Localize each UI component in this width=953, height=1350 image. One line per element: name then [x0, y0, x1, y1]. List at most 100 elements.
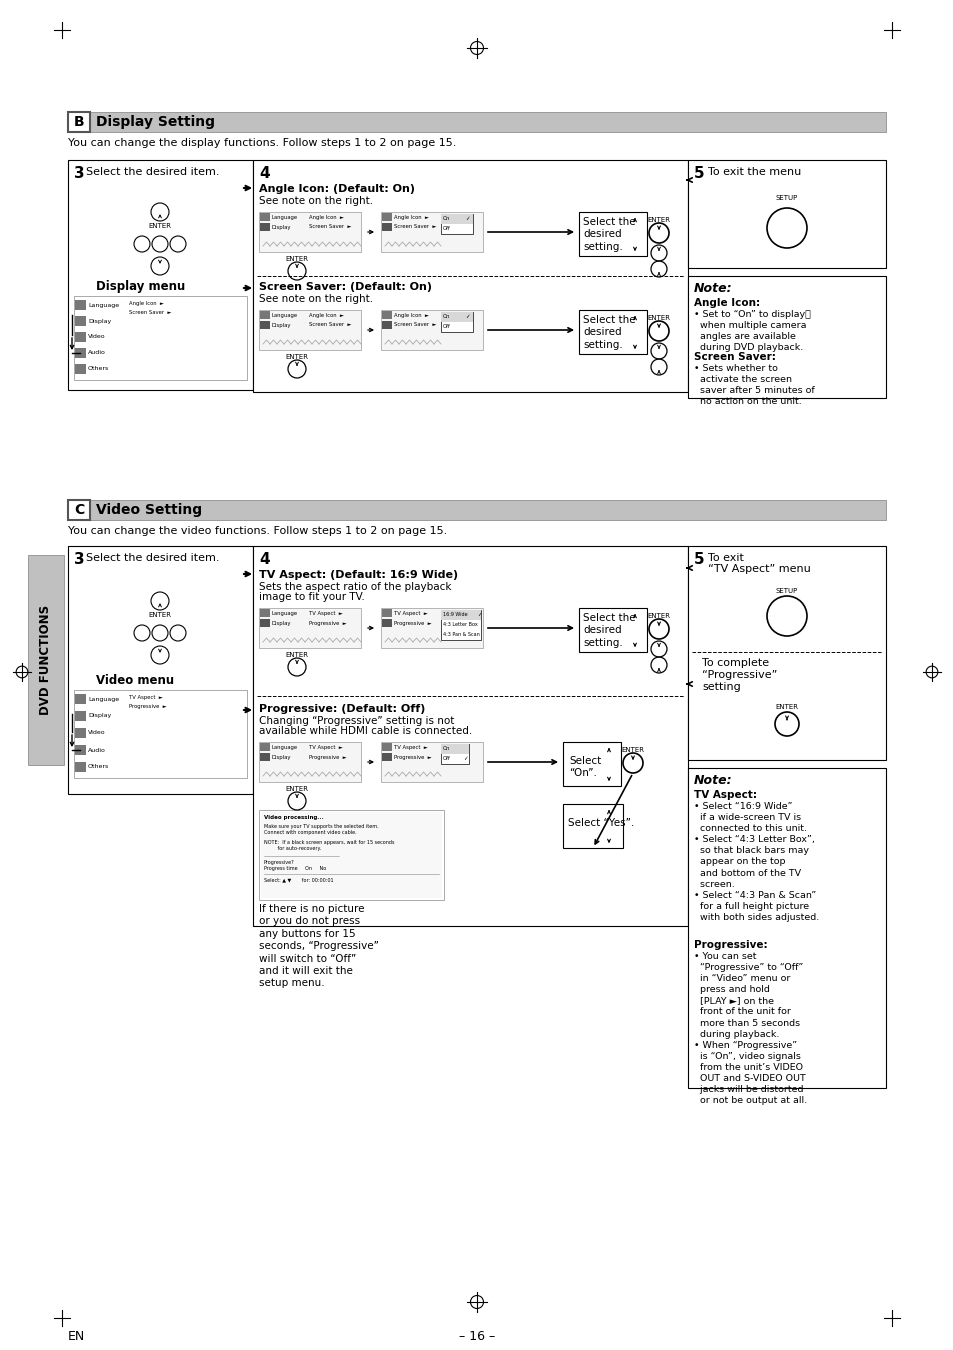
Text: Progressive  ►: Progressive ►	[129, 703, 167, 709]
Text: Display: Display	[272, 224, 292, 230]
Text: Display: Display	[272, 755, 292, 760]
Text: ENTER: ENTER	[285, 786, 308, 792]
Bar	[74, 690, 247, 714]
Text: Select the desired item.: Select the desired item.	[86, 167, 219, 177]
Text: Progressive  ►: Progressive ►	[394, 755, 431, 760]
Text: Angle Icon  ►: Angle Icon ►	[309, 312, 343, 317]
Bar	[260, 321, 270, 329]
Text: SETUP: SETUP	[775, 194, 798, 201]
Bar	[440, 312, 473, 332]
Text: On: On	[442, 315, 450, 320]
Bar	[578, 310, 646, 354]
Bar	[440, 215, 473, 234]
Text: Video menu: Video menu	[96, 674, 174, 687]
Bar	[258, 810, 443, 900]
Bar	[74, 296, 247, 320]
Text: 3: 3	[74, 552, 85, 567]
Text: ENTER: ENTER	[775, 703, 798, 710]
Text: • Select “16:9 Wide”
  if a wide-screen TV is
  connected to this unit.
• Select: • Select “16:9 Wide” if a wide-screen TV…	[693, 802, 819, 922]
Text: Select the desired item.: Select the desired item.	[86, 554, 219, 563]
Text: available while HDMI cable is connected.: available while HDMI cable is connected.	[258, 726, 472, 736]
Text: Screen Saver: (Default: On): Screen Saver: (Default: On)	[258, 282, 432, 292]
Text: Select the
desired
setting.: Select the desired setting.	[582, 217, 635, 252]
Bar	[380, 743, 482, 782]
Text: image to fit your TV.: image to fit your TV.	[258, 593, 364, 602]
Bar	[258, 310, 360, 350]
Text: Audio: Audio	[88, 748, 106, 752]
Bar	[380, 608, 482, 648]
Text: If there is no picture
or you do not press
any buttons for 15
seconds, “Progress: If there is no picture or you do not pre…	[258, 904, 378, 988]
Bar	[258, 212, 360, 252]
Text: ENTER: ENTER	[285, 256, 308, 262]
Text: Language: Language	[88, 697, 119, 702]
Text: ENTER: ENTER	[647, 217, 670, 223]
Bar	[380, 212, 482, 252]
Bar	[68, 112, 885, 132]
Text: Language: Language	[272, 312, 297, 317]
Bar	[381, 310, 392, 319]
Bar	[75, 745, 86, 755]
Text: Screen Saver  ►: Screen Saver ►	[129, 310, 172, 315]
Text: 5: 5	[693, 166, 704, 181]
Text: Video: Video	[88, 335, 106, 339]
Text: EN: EN	[68, 1330, 85, 1343]
Text: Progressive: (Default: Off): Progressive: (Default: Off)	[258, 703, 425, 714]
Bar	[381, 753, 392, 761]
Bar	[260, 609, 270, 617]
Text: Language: Language	[272, 744, 297, 749]
Text: Progressive  ►: Progressive ►	[309, 755, 346, 760]
Text: • Set to “On” to display山
  when multiple camera
  angles are available
  during: • Set to “On” to display山 when multiple …	[693, 310, 810, 352]
Text: 4: 4	[258, 166, 270, 181]
Text: On: On	[442, 216, 450, 221]
Text: “TV Aspect” menu: “TV Aspect” menu	[707, 564, 810, 574]
Text: 3: 3	[74, 166, 85, 181]
Text: Note:: Note:	[693, 282, 732, 296]
Text: C: C	[73, 504, 84, 517]
Text: Progressive  ►: Progressive ►	[394, 621, 431, 625]
Text: DVD FUNCTIONS: DVD FUNCTIONS	[39, 605, 52, 716]
Bar	[381, 609, 392, 617]
Bar	[68, 500, 90, 520]
Text: ENTER: ENTER	[620, 747, 644, 753]
Bar	[260, 223, 270, 231]
Text: 5: 5	[693, 552, 704, 567]
Text: ENTER: ENTER	[647, 315, 670, 321]
Bar	[381, 223, 392, 231]
Text: Screen Saver  ►: Screen Saver ►	[394, 323, 436, 328]
Text: TV Aspect  ►: TV Aspect ►	[394, 744, 427, 749]
Text: Language: Language	[88, 302, 119, 308]
Text: Screen Saver:: Screen Saver:	[693, 352, 775, 362]
Text: Sets the aspect ratio of the playback: Sets the aspect ratio of the playback	[258, 582, 451, 593]
Bar	[258, 608, 360, 648]
Bar	[260, 310, 270, 319]
Text: ENTER: ENTER	[285, 652, 308, 657]
Bar	[75, 300, 86, 310]
Bar	[75, 316, 86, 325]
Text: TV Aspect  ►: TV Aspect ►	[394, 610, 427, 616]
Text: ENTER: ENTER	[149, 612, 172, 618]
Bar	[381, 743, 392, 751]
Bar	[381, 213, 392, 221]
Text: Display: Display	[272, 621, 292, 625]
Text: setting: setting	[701, 682, 740, 693]
Text: Angle Icon  ►: Angle Icon ►	[309, 215, 343, 220]
Text: 16:9 Wide: 16:9 Wide	[442, 613, 467, 617]
Text: Progressive  ►: Progressive ►	[309, 621, 346, 625]
Text: – 16 –: – 16 –	[458, 1330, 495, 1343]
Text: Angle Icon: (Default: On): Angle Icon: (Default: On)	[258, 184, 415, 194]
Text: Select “Yes”.: Select “Yes”.	[567, 818, 634, 828]
Text: ✓: ✓	[464, 216, 469, 221]
Text: ✓: ✓	[476, 613, 481, 617]
Bar	[687, 275, 885, 398]
Text: Angle Icon:: Angle Icon:	[693, 298, 760, 308]
Bar	[380, 310, 482, 350]
Text: ✓: ✓	[464, 315, 469, 320]
Text: Language: Language	[272, 610, 297, 616]
Bar	[440, 744, 469, 764]
Bar	[75, 761, 86, 772]
Bar	[74, 690, 247, 778]
Text: Select the
desired
setting.: Select the desired setting.	[582, 613, 635, 648]
Bar	[75, 348, 86, 358]
Bar	[687, 161, 885, 269]
Bar	[261, 811, 441, 898]
